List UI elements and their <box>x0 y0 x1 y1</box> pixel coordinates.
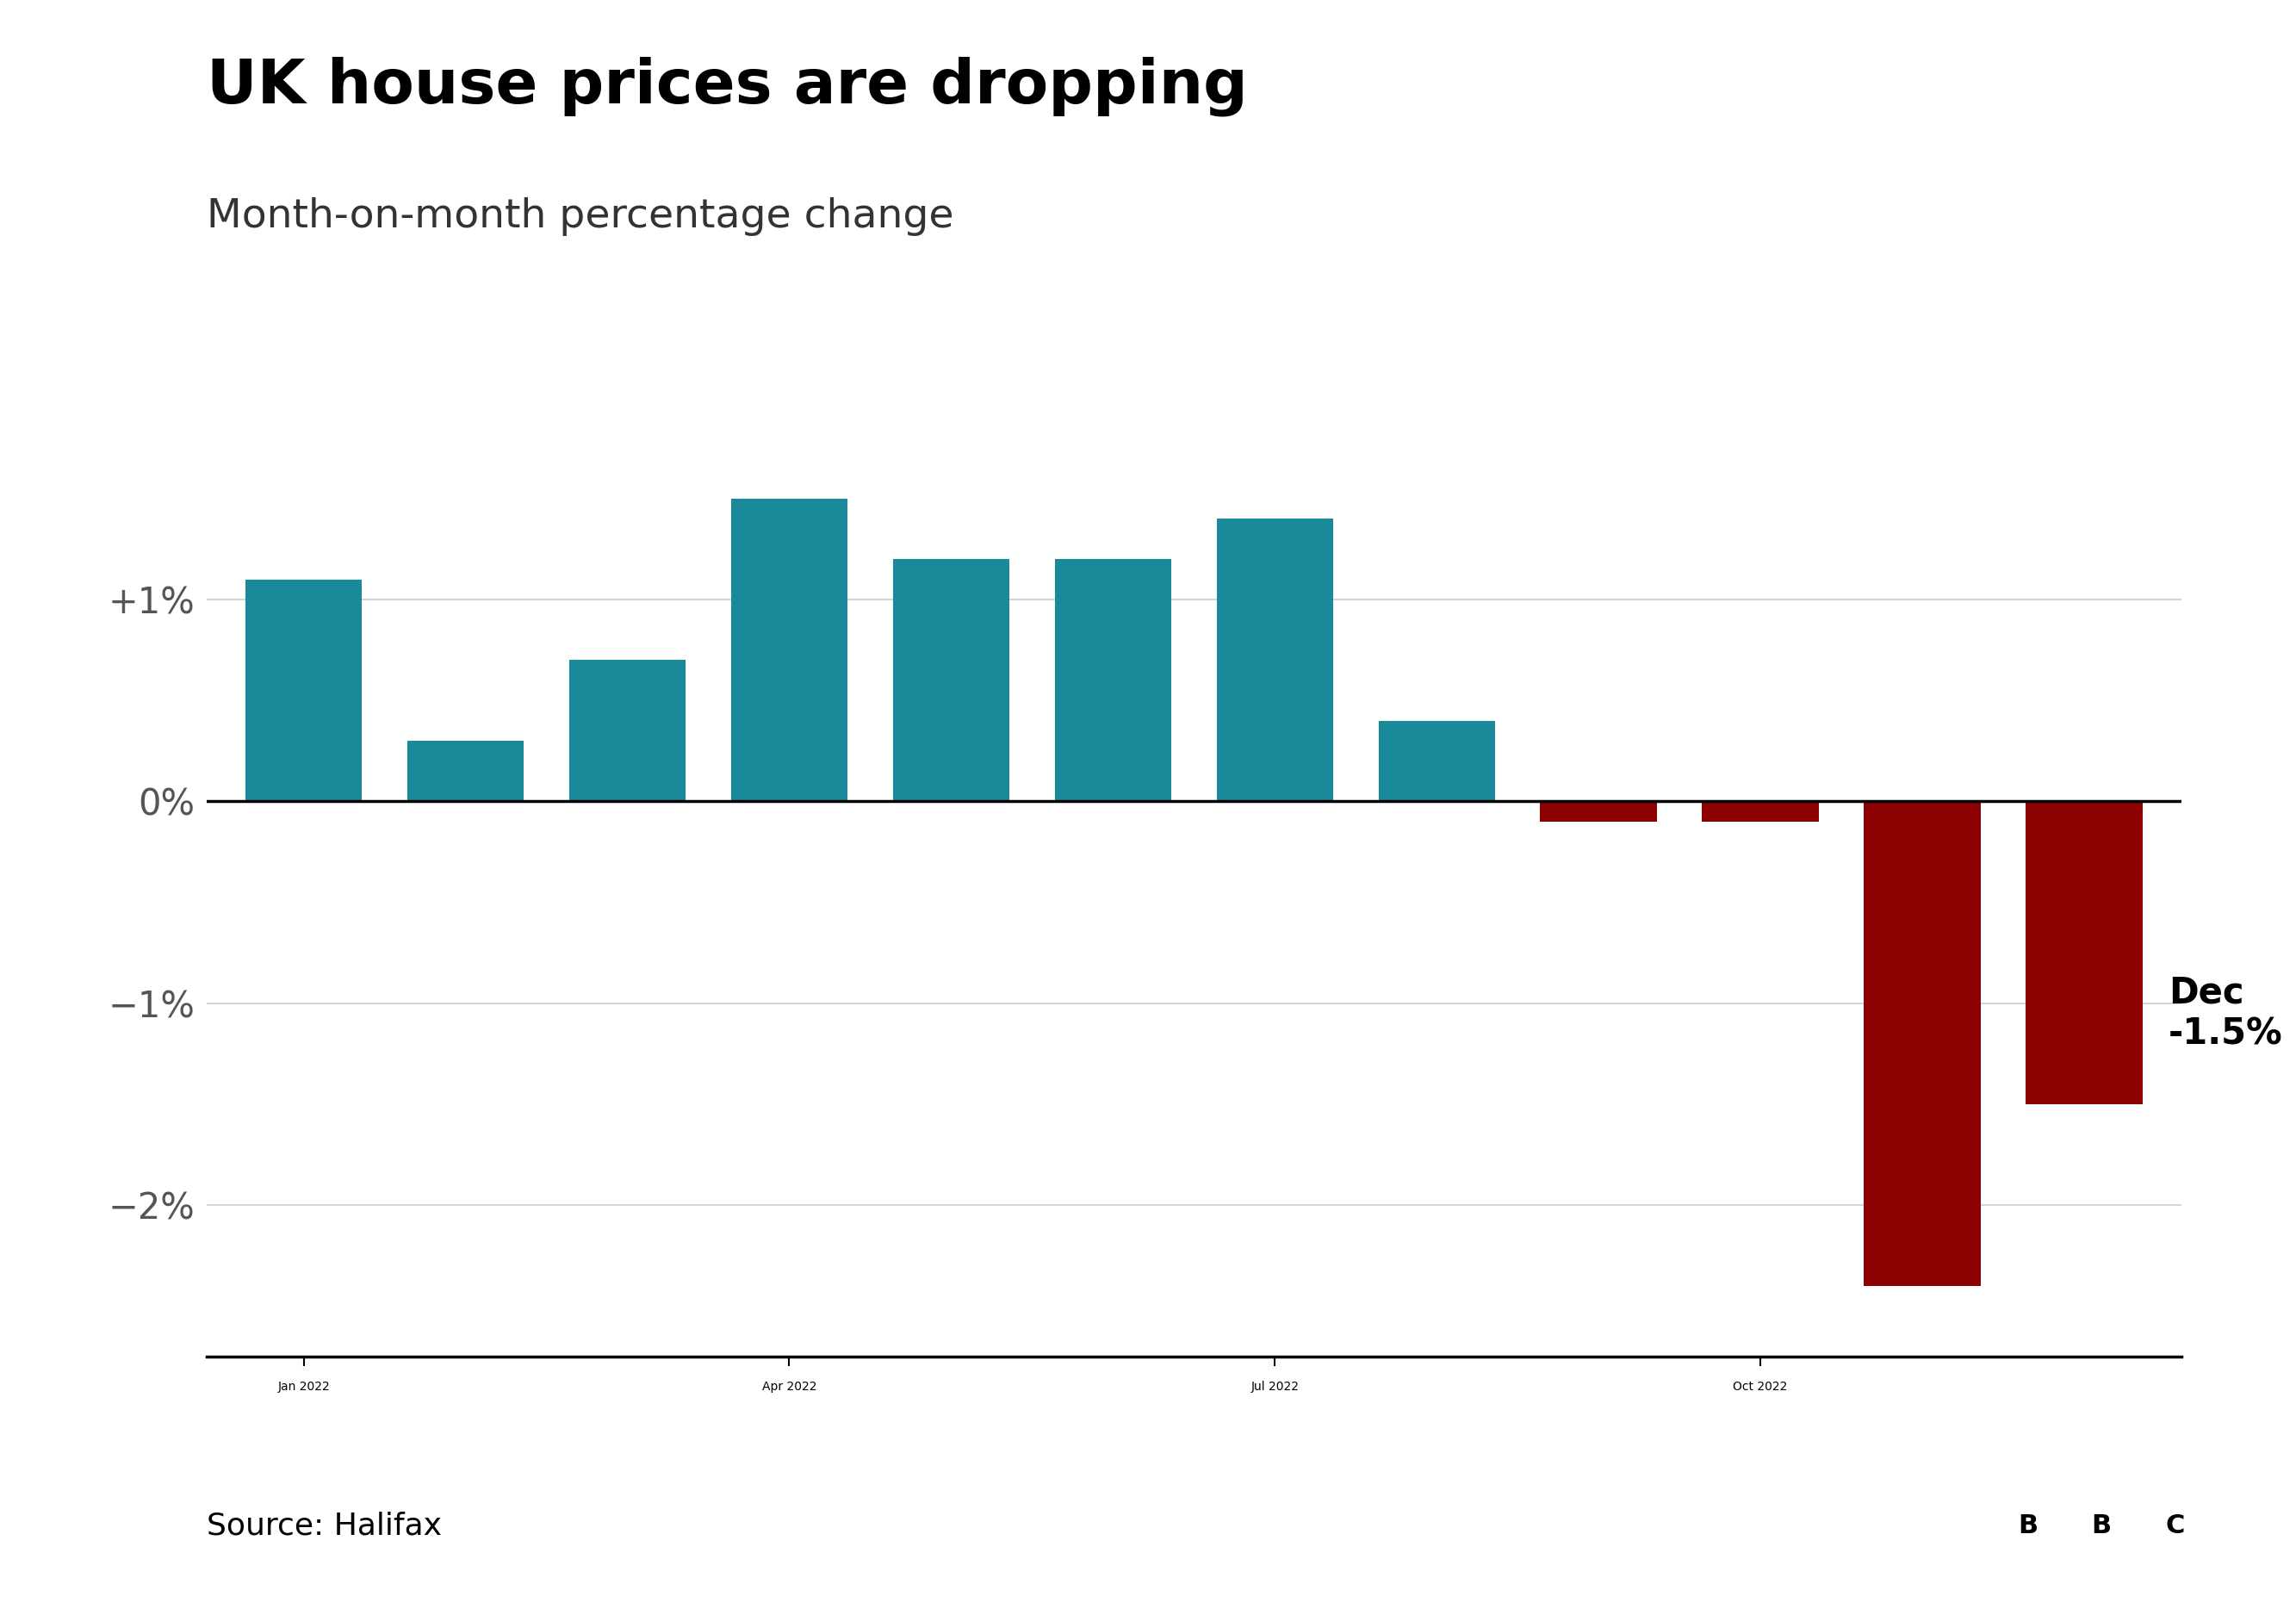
Bar <box>1864 801 1981 1286</box>
Bar <box>1993 1476 2062 1579</box>
Bar <box>2066 1476 2135 1579</box>
Bar <box>1054 559 1171 801</box>
Text: B: B <box>2092 1513 2112 1537</box>
Bar <box>893 559 1010 801</box>
Text: UK house prices are dropping: UK house prices are dropping <box>207 57 1247 116</box>
Text: Month-on-month percentage change: Month-on-month percentage change <box>207 197 953 236</box>
Bar <box>2140 1476 2209 1579</box>
Bar <box>1217 518 1334 801</box>
Text: Dec
-1.5%: Dec -1.5% <box>2167 974 2282 1053</box>
Bar <box>730 499 847 801</box>
Bar <box>246 580 363 801</box>
Bar <box>1378 720 1495 801</box>
Bar <box>406 741 523 801</box>
Bar <box>1701 801 1818 822</box>
Bar <box>1541 801 1658 822</box>
Text: B: B <box>2018 1513 2037 1537</box>
Bar <box>2025 801 2142 1105</box>
Bar <box>569 661 687 801</box>
Text: Source: Halifax: Source: Halifax <box>207 1512 441 1541</box>
Text: C: C <box>2165 1513 2186 1537</box>
